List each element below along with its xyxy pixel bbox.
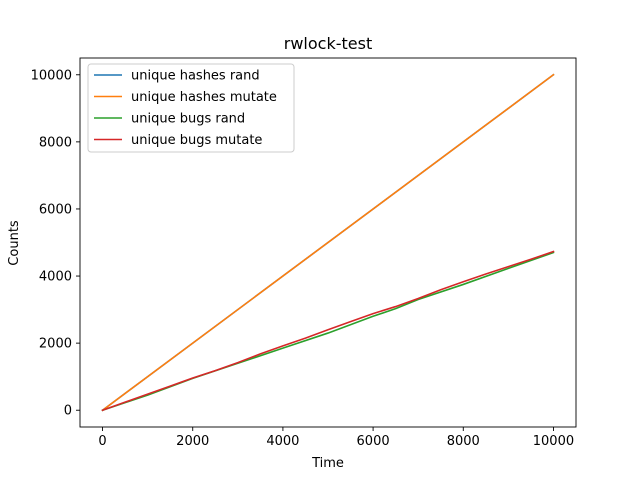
x-tick-label-0: 0: [98, 434, 106, 449]
y-tick-label-0: 0: [64, 404, 72, 419]
legend-box: [87, 63, 295, 153]
legend: unique hashes rand unique hashes mutate un…: [87, 63, 295, 153]
y-tick-label-2: 4000: [39, 270, 72, 285]
x-tick-label-2: 4000: [266, 434, 299, 449]
legend-label-0: unique hashes rand: [131, 69, 260, 84]
y-axis-label: Counts: [7, 220, 22, 266]
x-tick-label-5: 10000: [533, 434, 574, 449]
y-tick-label-3: 6000: [39, 202, 72, 217]
x-tick-label-3: 6000: [357, 434, 390, 449]
x-tick-label-4: 8000: [447, 434, 480, 449]
series-lines: [101, 73, 555, 412]
series-line-1: [101, 73, 555, 412]
legend-label-2: unique bugs rand: [131, 112, 245, 127]
legend-label-3: unique bugs mutate: [131, 133, 262, 148]
x-axis-label: Time: [311, 456, 344, 471]
x-tick-label-1: 2000: [176, 434, 209, 449]
legend-label-1: unique hashes mutate: [131, 90, 277, 105]
y-tick-label-5: 10000: [31, 68, 72, 83]
y-tick-label-1: 2000: [39, 337, 72, 352]
series-line-3: [101, 250, 555, 412]
chart-title: rwlock-test: [284, 34, 372, 53]
y-tick-label-4: 8000: [39, 135, 72, 150]
axes: 0 2000 4000 6000 8000 10000 0 2000 4000 6000 8000 1…: [31, 57, 577, 449]
plot-frame: [79, 57, 577, 428]
